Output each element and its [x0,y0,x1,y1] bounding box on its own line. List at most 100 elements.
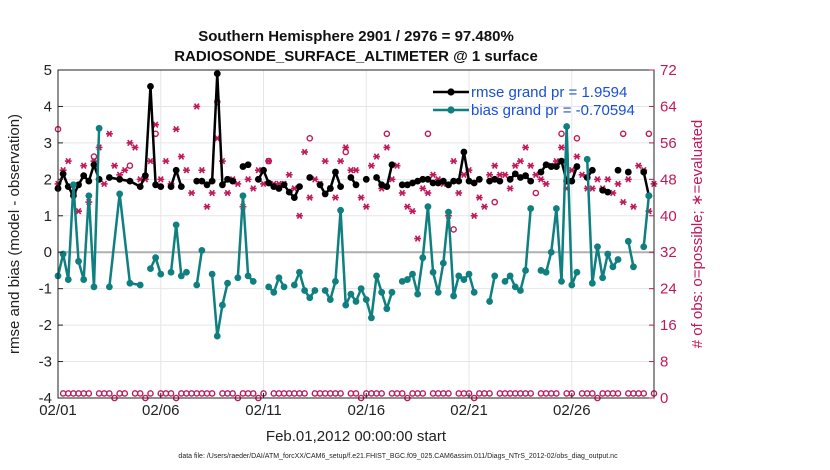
obs-evaluated-stroke [312,176,318,183]
rmse-point [265,179,273,187]
bias-point [219,301,226,309]
obs-evaluated-stroke [497,171,503,179]
bias-point [445,208,452,216]
rmse-point [290,194,298,201]
rmse-point [75,181,82,189]
obs-evaluated-marker [624,176,632,183]
bias-point [552,205,560,212]
bias-point [604,250,612,258]
obs-evaluated-stroke [188,189,195,197]
bias-point [434,288,442,296]
y-left-tick-label: 3 [44,135,52,152]
bias-point [583,155,591,163]
bias-point [573,268,581,276]
obs-possible-marker [619,130,627,138]
rmse-point [213,70,221,78]
obs-evaluated-marker [506,185,514,192]
bias-point [414,290,422,298]
y-axis-label-right: # of obs: o=possible; ∗=evaluated [689,120,706,349]
bias-line-segment [195,250,204,286]
obs-evaluated-marker [357,194,365,201]
rmse-point [470,179,478,187]
rmse-point [558,157,565,165]
bias-point [429,268,437,276]
obs-evaluated-stroke [224,189,231,197]
obs-possible-marker [301,390,308,397]
obs-evaluated-stroke [383,144,390,151]
obs-evaluated-stroke [620,198,627,206]
obs-evaluated-marker [234,180,242,188]
rmse-point [403,181,411,189]
bias-point [172,221,180,229]
rmse-point [244,161,252,169]
bias-point [624,237,632,245]
obs-evaluated-marker [573,153,581,160]
obs-evaluated-marker [419,185,427,192]
obs-possible-marker [553,390,560,397]
obs-evaluated-stroke [65,157,72,165]
obs-evaluated-stroke [579,171,585,179]
bias-line-segment [267,276,286,294]
obs-evaluated-marker [517,157,524,165]
obs-evaluated-stroke [80,162,87,169]
obs-evaluated-stroke [137,176,144,183]
y-right-tick-label: 32 [660,244,677,261]
bias-point [239,192,247,200]
rmse-point [90,161,98,169]
obs-possible-marker [167,390,175,397]
bias-point [362,296,370,303]
rmse-point [383,183,391,191]
obs-possible-marker [136,390,144,397]
obs-evaluated-marker [604,176,612,183]
rmse-point [152,181,160,189]
footnote: data file: /Users/raeder/DAI/ATM_forcXX/… [178,453,618,460]
obs-evaluated-marker [414,235,422,242]
rmse-point [506,175,514,183]
obs-evaluated-stroke [368,162,375,169]
obs-evaluated-marker [188,189,195,197]
obs-evaluated-stroke [419,185,426,192]
y-right-tick-label: 64 [660,98,677,115]
rmse-point [105,174,113,181]
obs-evaluated-stroke [178,153,185,160]
obs-evaluated-stroke [476,194,483,201]
rmse-point [332,168,339,176]
obs-evaluated-stroke [404,203,411,210]
series-lines [54,70,653,340]
obs-evaluated-marker [491,162,499,169]
bias-point [378,288,386,296]
bias-point [95,124,103,132]
obs-evaluated-marker [183,166,190,174]
obs-possible-marker [491,198,499,206]
y-right-tick-label: 48 [660,171,677,188]
bias-line-segment [108,192,141,287]
bias-point [337,206,344,214]
rmse-point [362,175,370,183]
x-axis-label: Feb.01,2012 00:00:00 start [266,428,447,445]
rmse-point [414,177,422,185]
rmse-point [599,186,607,194]
bias-point [614,256,622,263]
rmse-point [429,179,437,187]
rmse-point [208,177,216,185]
obs-evaluated-stroke [568,166,575,174]
rmse-point [275,185,283,192]
obs-evaluated-marker [373,153,380,160]
obs-evaluated-stroke [255,166,262,174]
rmse-point [496,177,504,185]
obs-evaluated-marker [147,157,154,165]
obs-evaluated-marker [455,189,463,197]
bias-point [388,288,396,296]
obs-evaluated-stroke [358,194,364,201]
bias-point [506,272,514,280]
rmse-point [116,175,124,183]
rmse-point [177,183,185,191]
bias-point [609,263,617,271]
rmse-point [547,163,555,170]
rmse-point [373,174,380,181]
rmse-point [147,83,154,90]
obs-evaluated-marker [177,153,185,160]
x-tick-label: 02/01 [39,402,77,419]
obs-evaluated-stroke [486,171,493,179]
bias-point [470,288,478,296]
